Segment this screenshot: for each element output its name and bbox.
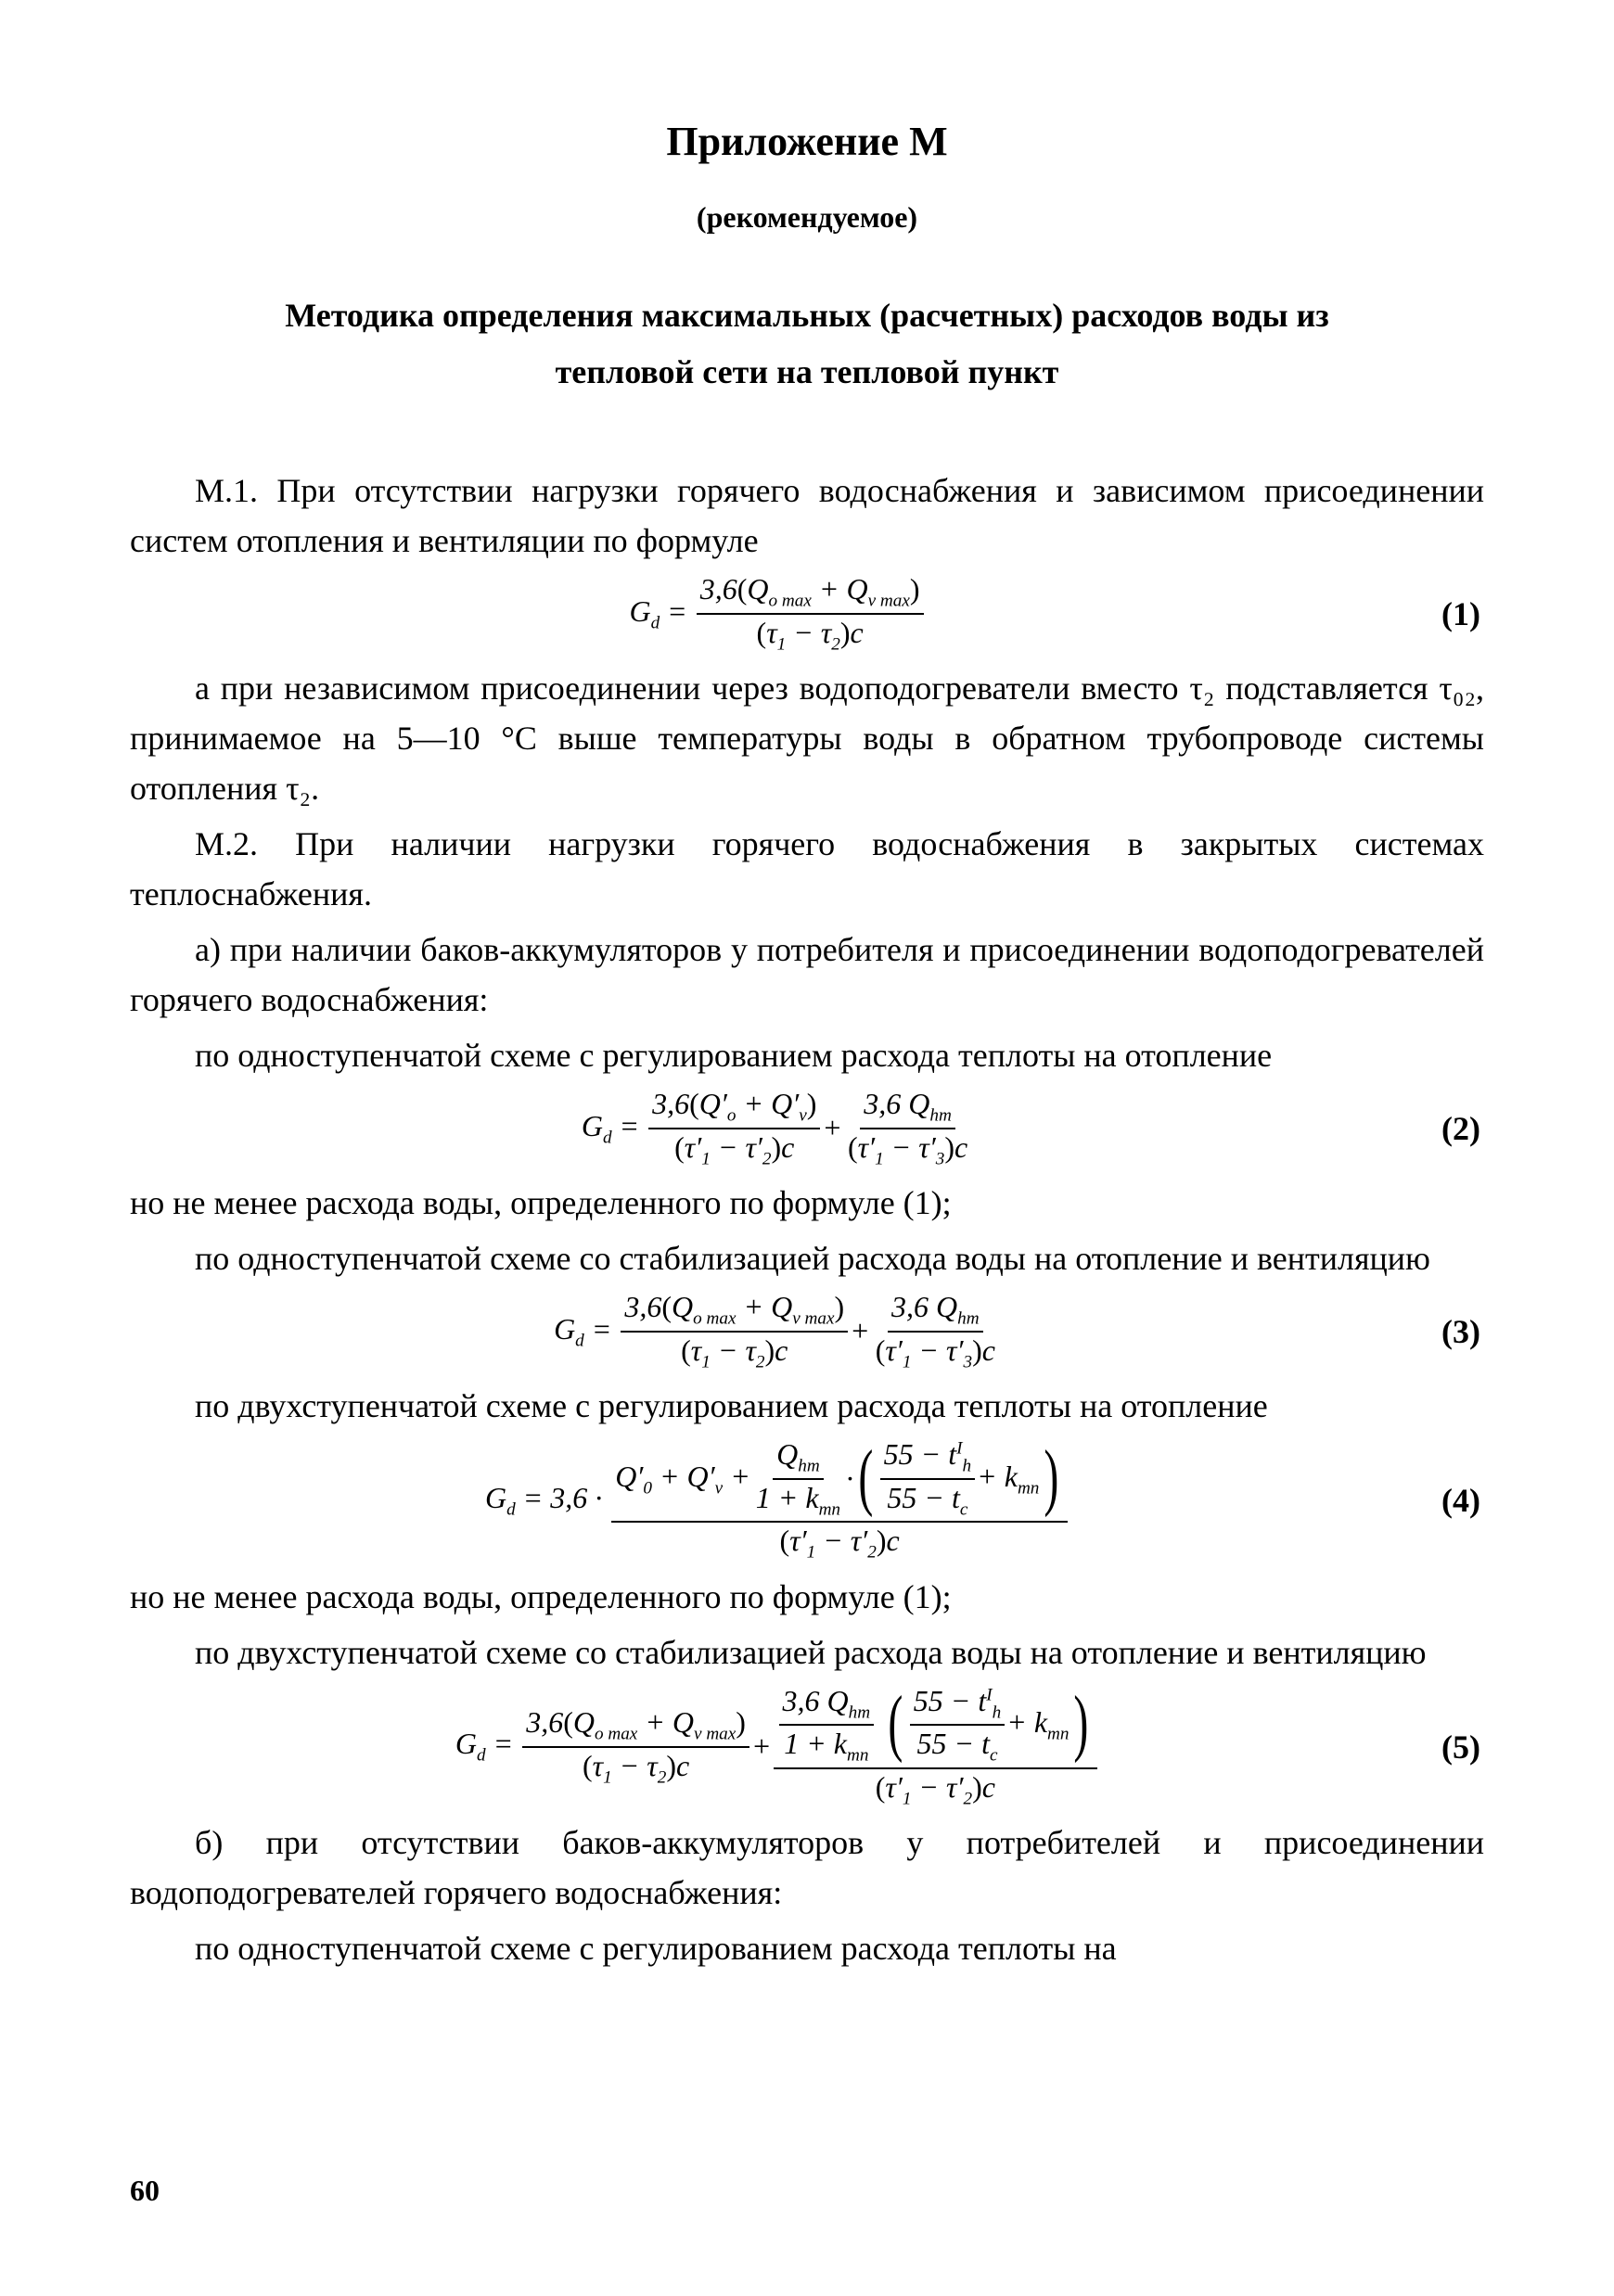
- para-m2: М.2. При наличии нагрузки горячего водос…: [130, 819, 1484, 919]
- section-title-line2: тепловой сети на тепловой пункт: [556, 353, 1059, 390]
- para-b: б) при отсутствии баков-аккумуляторов у …: [130, 1818, 1484, 1918]
- equation-1: Gd = 3,6(Qo max + Qv max) (τ1 − τ2)c: [130, 573, 1425, 654]
- para-after-eq1: а при независимом присоединении через во…: [130, 663, 1484, 813]
- eq5-number: (5): [1425, 1722, 1484, 1772]
- eq4-paren-frac: 55 − tIh 55 − tc: [880, 1438, 975, 1519]
- appendix-subtitle: (рекомендуемое): [130, 195, 1484, 239]
- equation-4-row: Gd = 3,6 · Q′0 + Q′v + Qhm 1 + kmn · ( 5…: [130, 1438, 1484, 1563]
- rparen-icon: ): [1044, 1448, 1059, 1507]
- eq4-inner-frac: Qhm 1 + kmn: [752, 1438, 844, 1519]
- eq4-number: (4): [1425, 1475, 1484, 1525]
- eq2-frac1: 3,6(Q′o + Q′v) (τ′1 − τ′2)c: [648, 1088, 820, 1168]
- para-a: а) при наличии баков-аккумуляторов у пот…: [130, 925, 1484, 1025]
- section-title: Методика определения максимальных (расче…: [130, 287, 1484, 401]
- equation-5-row: Gd = 3,6(Qo max + Qv max) (τ1 − τ2)c + 3…: [130, 1685, 1484, 1809]
- equation-2: Gd = 3,6(Q′o + Q′v) (τ′1 − τ′2)c + 3,6 Q…: [130, 1088, 1425, 1168]
- eq2-frac2: 3,6 Qhm (τ′1 − τ′3)c: [844, 1088, 971, 1168]
- equation-5: Gd = 3,6(Qo max + Qv max) (τ1 − τ2)c + 3…: [130, 1685, 1425, 1809]
- appendix-title: Приложение М: [130, 111, 1484, 172]
- eq1-lhs: Gd =: [629, 595, 686, 633]
- section-title-line1: Методика определения максимальных (расче…: [285, 297, 1329, 334]
- eq2-number: (2): [1425, 1103, 1484, 1154]
- lparen-icon: (: [858, 1448, 873, 1507]
- eq4-big-fraction: Q′0 + Q′v + Qhm 1 + kmn · ( 55 − tIh 55 …: [611, 1438, 1068, 1563]
- page: Приложение М (рекомендуемое) Методика оп…: [0, 0, 1614, 2296]
- eq5-frac1: 3,6(Qo max + Qv max) (τ1 − τ2)c: [522, 1706, 749, 1787]
- eq5-frac2: 3,6 Qhm 1 + kmn ( 55 − tIh 55 − tc + kmn…: [774, 1685, 1098, 1809]
- eq5-lhs: Gd =: [455, 1728, 513, 1766]
- para-not-less-1: но не менее расхода воды, определенного …: [130, 1178, 1484, 1228]
- equation-1-row: Gd = 3,6(Qo max + Qv max) (τ1 − τ2)c (1): [130, 573, 1484, 654]
- para-two-stage-reg: по двухступенчатой схеме с регулирование…: [130, 1381, 1484, 1431]
- eq4-big-num: Q′0 + Q′v + Qhm 1 + kmn · ( 55 − tIh 55 …: [611, 1438, 1068, 1523]
- rparen-icon: ): [1074, 1693, 1089, 1753]
- equation-3-row: Gd = 3,6(Qo max + Qv max) (τ1 − τ2)c + 3…: [130, 1291, 1484, 1371]
- eq5-inner-frac: 3,6 Qhm 1 + kmn: [779, 1685, 875, 1766]
- eq2-lhs: Gd =: [582, 1110, 639, 1148]
- lparen-icon: (: [888, 1693, 903, 1753]
- eq1-fraction: 3,6(Qo max + Qv max) (τ1 − τ2)c: [697, 573, 924, 654]
- eq3-frac1: 3,6(Qo max + Qv max) (τ1 − τ2)c: [621, 1291, 848, 1371]
- equation-2-row: Gd = 3,6(Q′o + Q′v) (τ′1 − τ′2)c + 3,6 Q…: [130, 1088, 1484, 1168]
- eq3-lhs: Gd =: [554, 1313, 611, 1351]
- eq3-plus: +: [850, 1315, 870, 1347]
- para-two-stage-stab: по двухступенчатой схеме со стабилизацие…: [130, 1627, 1484, 1677]
- para-last: по одноступенчатой схеме с регулирование…: [130, 1923, 1484, 1973]
- para-one-stage-reg: по одноступенчатой схеме с регулирование…: [130, 1030, 1484, 1080]
- eq4-lhs: Gd = 3,6 ·: [485, 1482, 602, 1520]
- eq3-number: (3): [1425, 1307, 1484, 1357]
- eq5-plus: +: [751, 1730, 772, 1763]
- eq5-paren-frac: 55 − tIh 55 − tc: [910, 1685, 1005, 1766]
- eq3-frac2: 3,6 Qhm (τ′1 − τ′3)c: [872, 1291, 999, 1371]
- equation-4: Gd = 3,6 · Q′0 + Q′v + Qhm 1 + kmn · ( 5…: [130, 1438, 1425, 1563]
- page-number: 60: [130, 2168, 160, 2213]
- para-m1: М.1. При отсутствии нагрузки горячего во…: [130, 466, 1484, 566]
- equation-3: Gd = 3,6(Qo max + Qv max) (τ1 − τ2)c + 3…: [130, 1291, 1425, 1371]
- eq1-number: (1): [1425, 589, 1484, 639]
- para-not-less-1b: но не менее расхода воды, определенного …: [130, 1572, 1484, 1622]
- para-one-stage-stab: по одноступенчатой схеме со стабилизацие…: [130, 1233, 1484, 1283]
- eq2-plus: +: [822, 1112, 842, 1144]
- eq5-frac2-num: 3,6 Qhm 1 + kmn ( 55 − tIh 55 − tc + kmn…: [774, 1685, 1098, 1769]
